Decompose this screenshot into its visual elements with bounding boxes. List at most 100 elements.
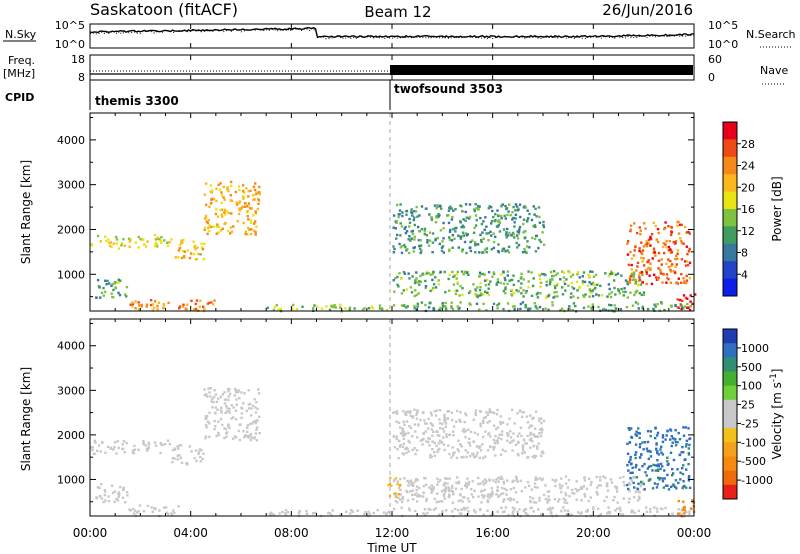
power-cell [207, 219, 210, 222]
velocity-cell [460, 445, 463, 448]
velocity-cell [525, 415, 529, 418]
velocity-cell [534, 454, 538, 458]
velocity-cell [195, 459, 198, 463]
velocity-cell [671, 467, 674, 471]
power-cell [517, 243, 521, 247]
velocity-cell [533, 485, 537, 489]
velocity-cell [482, 435, 485, 439]
power-cell [246, 215, 249, 218]
power-cell [689, 294, 692, 297]
power-cell [108, 282, 111, 285]
power-cell [426, 238, 429, 242]
power-cell [535, 293, 539, 296]
power-cell [482, 237, 485, 240]
velocity-cell [577, 511, 580, 514]
power-cell [630, 263, 633, 267]
power-cell [209, 184, 212, 187]
velocity-cell [508, 417, 511, 420]
velocity-cell [529, 499, 532, 503]
velocity-cell [406, 410, 410, 413]
velocity-cell [228, 407, 231, 411]
velocity-cell [522, 509, 526, 513]
power-cell [479, 272, 482, 276]
power-cell [679, 303, 682, 306]
power-cell [586, 284, 590, 287]
power-cell [485, 232, 488, 235]
velocity-cell [520, 452, 524, 455]
velocity-cell [413, 447, 416, 450]
power-cell [506, 213, 509, 217]
power-cell [468, 215, 472, 219]
power-cell [552, 296, 555, 299]
velocity-cell [502, 482, 506, 485]
velocity-cell [413, 493, 417, 496]
power-cell [649, 244, 652, 247]
velocity-cell [599, 513, 602, 516]
power-cell [688, 249, 691, 253]
power-cell [504, 287, 507, 291]
velocity-cell [401, 452, 404, 455]
power-cell [209, 225, 213, 229]
power-ytick-label: 2000 [57, 223, 85, 236]
power-cell [292, 303, 295, 307]
velocity-cell [489, 410, 492, 413]
velocity-cell [540, 434, 543, 438]
power-cell [479, 216, 482, 220]
power-cell [502, 270, 505, 273]
power-cell [479, 294, 482, 297]
velocity-cell [457, 439, 460, 442]
velocity-cell [527, 484, 531, 488]
velocity-cell [571, 488, 574, 492]
power-cell [434, 239, 437, 242]
velocity-cell [392, 507, 396, 511]
power-cell [162, 306, 165, 310]
velocity-cell [558, 498, 561, 501]
power-cell [444, 291, 447, 294]
power-cell [530, 218, 534, 222]
velocity-cell [463, 506, 466, 509]
power-cell [247, 218, 250, 221]
power-cell [249, 233, 253, 236]
velocity-colorbar-swatch [723, 442, 737, 457]
power-cell [523, 237, 527, 240]
velocity-cell [145, 447, 149, 451]
power-cell [221, 215, 224, 218]
velocity-cell [351, 510, 354, 513]
velocity-cell [415, 488, 418, 492]
velocity-cell [211, 397, 214, 400]
velocity-cell [272, 513, 276, 517]
velocity-cell [621, 513, 625, 516]
velocity-cell [401, 445, 404, 449]
power-cell [410, 208, 413, 211]
power-cell [630, 268, 633, 271]
velocity-cell [438, 422, 442, 425]
velocity-cell [254, 406, 257, 409]
power-cell [553, 295, 557, 298]
velocity-cell [538, 417, 541, 420]
velocity-cell [456, 409, 459, 413]
power-cell [618, 292, 621, 295]
velocity-colorbar-swatch [723, 456, 737, 472]
power-cell [501, 247, 504, 251]
velocity-cell [464, 412, 467, 415]
velocity-cell [214, 411, 217, 414]
power-cell [220, 194, 224, 197]
power-cell [526, 240, 529, 243]
power-cell [517, 232, 521, 235]
power-cell [528, 307, 531, 311]
velocity-cell [479, 422, 482, 426]
power-cell [551, 278, 554, 281]
velocity-cell [495, 413, 499, 416]
velocity-cell [433, 441, 436, 445]
velocity-cell [177, 505, 180, 508]
power-cell [431, 232, 435, 235]
power-colorbar-swatch [723, 139, 737, 158]
power-cell [481, 231, 484, 234]
velocity-cell [180, 461, 184, 465]
velocity-cell [235, 403, 238, 406]
velocity-cell [284, 512, 287, 515]
power-cell [657, 267, 660, 270]
velocity-cell [564, 482, 568, 485]
power-cell [431, 288, 434, 292]
power-cell [424, 285, 428, 288]
